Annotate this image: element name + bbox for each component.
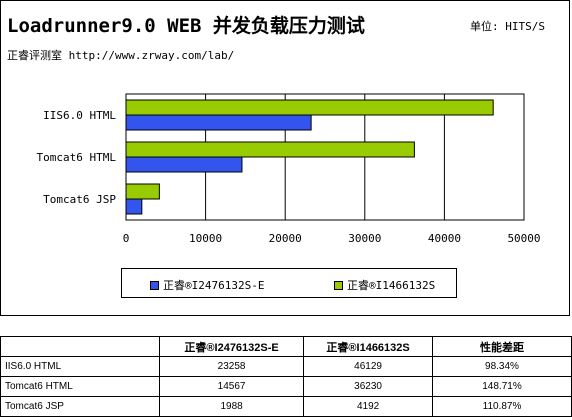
- legend-swatch-series-1: [150, 280, 159, 290]
- table-cell: 14567: [158, 376, 305, 397]
- table-row: Tomcat6 HTML 14567 36230 148.71%: [0, 376, 572, 397]
- legend-label-series-2: 正睿®I1466132S: [347, 279, 436, 292]
- data-table: 正睿®I2476132S-E 正睿®I1466132S 性能差距 IIS6.0 …: [0, 336, 572, 417]
- table-cell: 4192: [303, 396, 433, 417]
- x-tick-label: 0: [123, 232, 130, 245]
- bar-series-2: [125, 141, 415, 158]
- table-cell: IIS6.0 HTML: [0, 356, 160, 377]
- table-header-cell: 性能差距: [432, 336, 572, 357]
- table-cell: 98.34%: [432, 356, 572, 377]
- table-header-cell: [0, 336, 160, 357]
- chart-subtitle: 正睿评测室 http://www.zrway.com/lab/: [7, 49, 235, 62]
- x-tick-label: 20000: [269, 232, 302, 245]
- category-label: Tomcat6 JSP: [43, 193, 116, 206]
- category-label: IIS6.0 HTML: [43, 109, 116, 122]
- table-cell: 23258: [158, 356, 305, 377]
- x-tick-label: 30000: [348, 232, 381, 245]
- x-tick-label: 40000: [428, 232, 461, 245]
- table-header-row: 正睿®I2476132S-E 正睿®I1466132S 性能差距: [0, 336, 572, 357]
- table-cell: 148.71%: [432, 376, 572, 397]
- unit-label: 单位: HITS/S: [470, 20, 545, 33]
- chart-title: Loadrunner9.0 WEB 并发负载压力测试: [7, 15, 365, 37]
- table-cell: 110.87%: [432, 396, 572, 417]
- bar-series-1: [125, 156, 243, 173]
- table-row: Tomcat6 JSP 1988 4192 110.87%: [0, 396, 572, 417]
- table-cell: Tomcat6 JSP: [0, 396, 160, 417]
- chart-legend: 正睿®I2476132S-E 正睿®I1466132S: [121, 268, 457, 298]
- legend-label-series-1: 正睿®I2476132S-E: [163, 279, 265, 292]
- legend-item-series-1: 正睿®I2476132S-E: [150, 277, 264, 293]
- bar-series-1: [125, 114, 312, 131]
- bar-chart: 0 10000 20000 30000 40000 50000 IIS6.0 HTML Tom…: [37, 93, 541, 245]
- table-header-cell: 正睿®I1466132S: [303, 336, 433, 357]
- bar-series-1: [125, 198, 143, 215]
- table-cell: 46129: [303, 356, 433, 377]
- table-cell: Tomcat6 HTML: [0, 376, 160, 397]
- legend-swatch-series-2: [334, 280, 343, 290]
- chart-panel: 0 10000 20000 30000 40000 50000 IIS6.0 HTML Tom…: [0, 0, 570, 316]
- legend-item-series-2: 正睿®I1466132S: [334, 277, 435, 293]
- table-header-cell: 正睿®I2476132S-E: [158, 336, 305, 357]
- table-row: IIS6.0 HTML 23258 46129 98.34%: [0, 356, 572, 377]
- x-tick-label: 10000: [189, 232, 222, 245]
- table-cell: 36230: [303, 376, 433, 397]
- bar-series-2: [125, 183, 160, 200]
- x-tick-label: 50000: [507, 232, 540, 245]
- bar-series-2: [125, 99, 494, 116]
- table-cell: 1988: [158, 396, 305, 417]
- category-label: Tomcat6 HTML: [37, 151, 117, 164]
